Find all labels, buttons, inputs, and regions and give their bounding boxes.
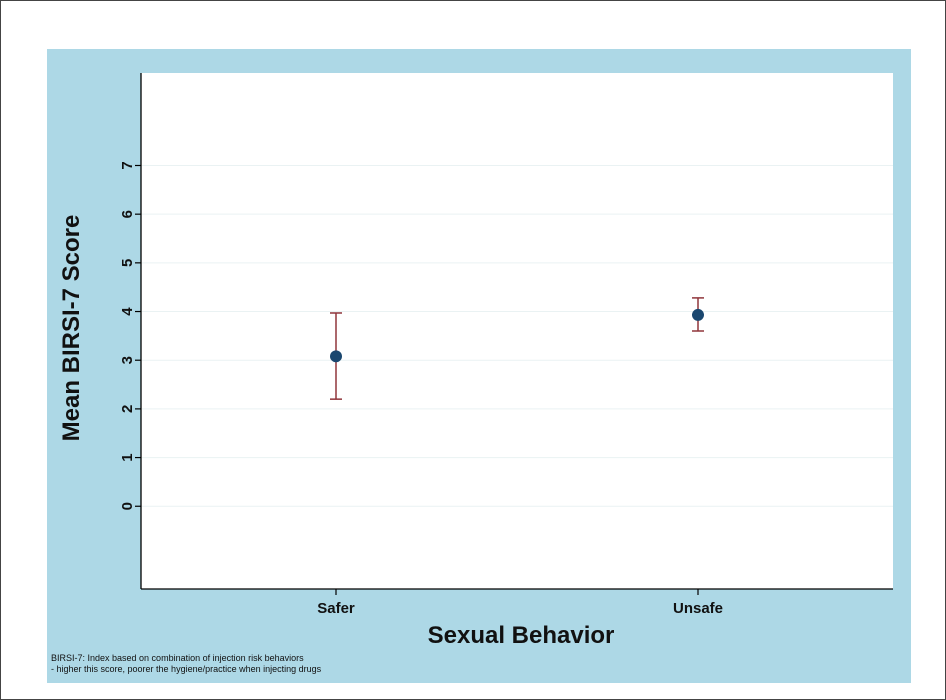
footnote-line-2: - higher this score, poorer the hygiene/… [51, 664, 322, 674]
y-tick-label-0: 0 [119, 502, 136, 510]
y-axis-title: Mean BIRSI-7 Score [58, 215, 85, 442]
y-tick-label-1: 1 [119, 453, 136, 461]
x-tick-label-unsafe: Unsafe [673, 600, 723, 617]
data-marks [330, 297, 704, 400]
y-tick-label-3: 3 [119, 356, 136, 364]
mean-point-unsafe [692, 308, 704, 321]
footnote-line-1: BIRSI-7: Index based on combination of i… [51, 653, 304, 663]
y-tick-label-2: 2 [119, 405, 136, 413]
x-ticks: Safer Unsafe [317, 589, 723, 617]
y-tick-label-5: 5 [119, 259, 136, 267]
y-tick-label-4: 4 [119, 307, 136, 316]
y-ticks: 0 1 2 3 4 5 6 7 [119, 161, 141, 510]
plot-area [141, 73, 893, 589]
gridlines [141, 164, 893, 507]
mean-point-safer [330, 350, 342, 363]
x-tick-label-safer: Safer [317, 600, 355, 617]
y-tick-label-7: 7 [119, 161, 136, 169]
x-axis-title: Sexual Behavior [428, 622, 615, 649]
y-tick-label-6: 6 [119, 210, 136, 218]
